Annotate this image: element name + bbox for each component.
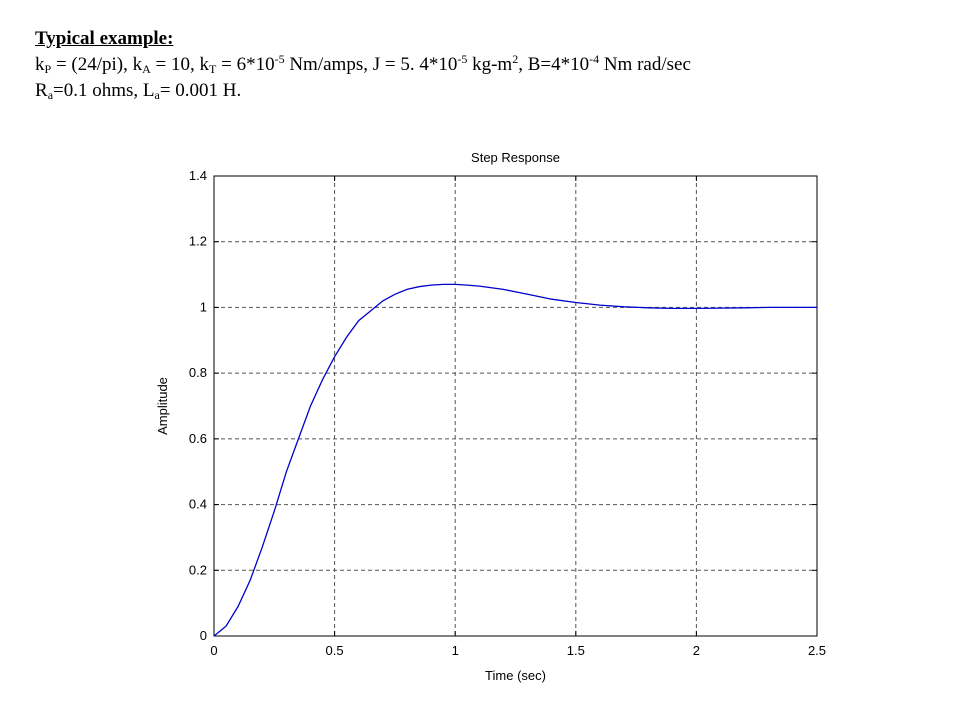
ka-subscript: A (142, 62, 151, 76)
chart-title: Step Response (471, 150, 560, 165)
x-axis-label: Time (sec) (485, 668, 546, 683)
kt-subscript: T (209, 62, 217, 76)
ka-value: = 10, (150, 54, 200, 75)
ra-value: =0.1 ohms, L (53, 80, 155, 101)
parameter-line-2: Ra=0.1 ohms, La= 0.001 H. (35, 78, 691, 104)
y-tick-label: 1.4 (189, 168, 207, 183)
y-tick-label: 0 (200, 628, 207, 643)
y-tick-label: 1 (200, 299, 207, 314)
heading: Typical example: (35, 28, 174, 49)
kt-value: = 6*10 (216, 54, 275, 75)
ka-symbol: k (132, 54, 143, 75)
document-text: Typical example: kP = (24/pi), kA = 10, … (35, 26, 691, 104)
y-axis-label: Amplitude (155, 377, 170, 435)
grid (214, 176, 817, 636)
kt-symbol: k (199, 54, 210, 75)
y-tick-label: 1.2 (189, 234, 207, 249)
y-tick-label: 0.2 (189, 562, 207, 577)
ra-symbol: R (35, 80, 48, 101)
kp-subscript: P (44, 62, 52, 76)
ra-subscript: a (47, 88, 54, 102)
kt-exponent: -5 (274, 52, 285, 66)
x-tick-label: 1.5 (567, 643, 585, 658)
kp-value: = (24/pi), (51, 54, 133, 75)
b-unit: Nm rad/sec (599, 54, 691, 75)
x-tick-label: 2.5 (808, 643, 826, 658)
j-unit: kg-m (467, 54, 513, 75)
kt-unit-j-value: Nm/amps, J = 5. 4*10 (284, 54, 458, 75)
y-tick-label: 0.6 (189, 431, 207, 446)
b-value: , B=4*10 (518, 54, 590, 75)
x-tick-label: 0 (210, 643, 217, 658)
y-tick-label: 0.4 (189, 497, 207, 512)
axis-ticks: 0 0.5 1 1.5 2 2.5 0 0.2 0.4 0.6 0.8 1 1.2 1.4 (189, 168, 826, 658)
kp-symbol: k (35, 54, 45, 75)
x-tick-label: 1 (452, 643, 459, 658)
parameter-line-1: kP = (24/pi), kA = 10, kT = 6*10-5 Nm/am… (35, 52, 691, 78)
j-unit-exponent: 2 (512, 52, 519, 66)
x-tick-label: 2 (693, 643, 700, 658)
j-exponent: -5 (457, 52, 468, 66)
y-tick-label: 0.8 (189, 365, 207, 380)
plot-frame (213, 175, 818, 637)
la-subscript: a (154, 88, 160, 102)
b-exponent: -4 (589, 52, 600, 66)
la-value: = 0.001 H. (159, 80, 242, 101)
x-tick-label: 0.5 (326, 643, 344, 658)
step-response-line (213, 283, 817, 637)
